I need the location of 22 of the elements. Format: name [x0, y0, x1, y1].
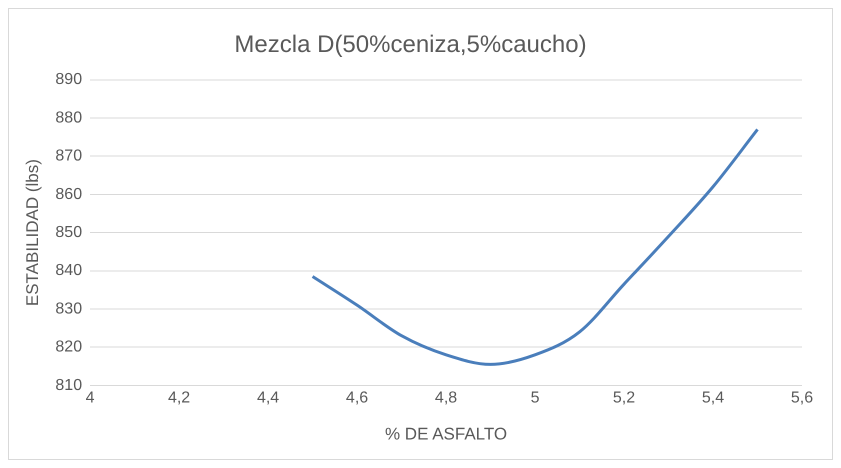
x-tick-label: 4,4 [256, 389, 280, 406]
y-tick-label: 890 [55, 71, 82, 88]
x-tick-label: 5,4 [702, 389, 724, 406]
y-tick-label: 830 [55, 300, 82, 318]
x-axis-title: % DE ASFALTO [384, 424, 508, 444]
y-tick-label: 810 [55, 376, 82, 394]
y-tick-label: 850 [55, 224, 82, 242]
x-tick-label: 4 [86, 389, 95, 406]
x-tick-label: 5,6 [790, 389, 814, 406]
x-tick-label: 4,6 [346, 389, 368, 406]
y-tick-label: 840 [55, 262, 82, 280]
x-tick-label: 5,2 [612, 389, 636, 406]
chart-title: Mezcla D(50%ceniza,5%caucho) [234, 31, 587, 58]
y-axis-title: ESTABILIDAD (lbs) [22, 159, 42, 306]
x-tick-label: 5 [530, 389, 540, 406]
y-tick-label: 870 [55, 148, 82, 165]
line-series [311, 128, 760, 366]
x-tick-label: 4,2 [168, 389, 190, 406]
y-tick-label: 860 [55, 186, 82, 203]
y-tick-label: 880 [55, 109, 82, 126]
y-tick-label: 820 [55, 338, 82, 356]
x-tick-label: 4,8 [434, 389, 458, 406]
